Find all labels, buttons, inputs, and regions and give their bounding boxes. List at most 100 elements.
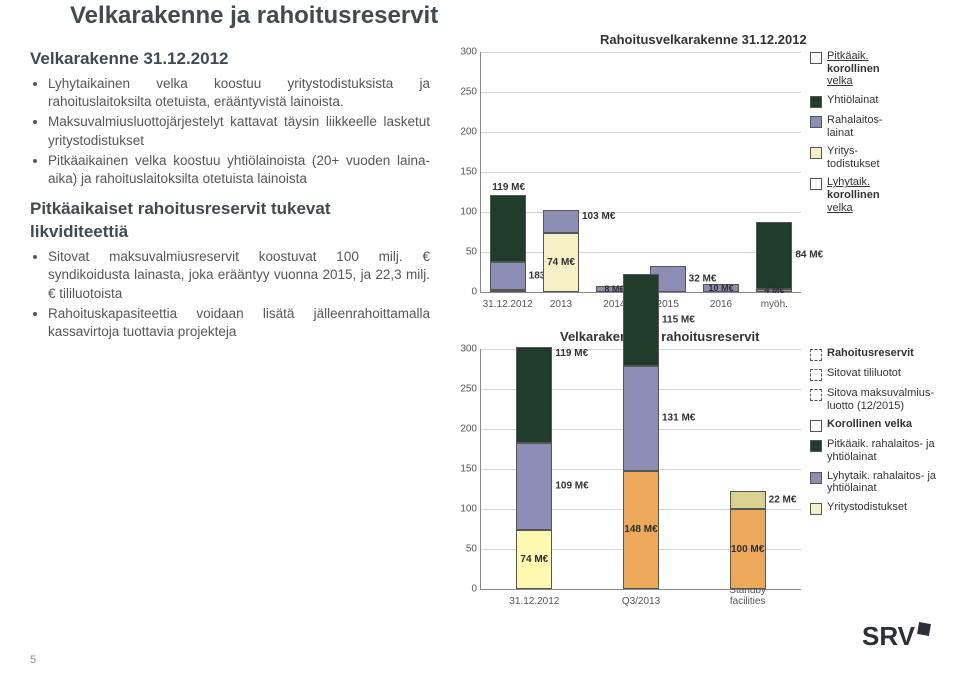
legend-swatch [810,52,822,64]
legend-swatch [810,503,822,515]
list-item: Pitkäaikainen velka koostuu yhtiölainois… [48,152,430,188]
logo-text: SRV [862,621,915,652]
legend-item: Sitova maksuvalmius-luotto (12/2015) [810,387,945,412]
y-tick: 200 [449,424,477,435]
y-tick: 300 [449,47,477,58]
legend-item: Yhtiölainat [810,94,945,108]
bullet-list-2: Sitovat maksuvalmiusreservit koostuvat 1… [30,248,430,341]
legend-label: Sitovat tililuotot [827,367,901,380]
legend-item: Pitkäaik. rahalaitos- jayhtiölainat [810,438,945,463]
list-item: Maksuvalmiusluottojärjestelyt kattavat t… [48,113,430,149]
legend-item: Lyhytaik. rahalaitos- jayhtiölainat [810,470,945,495]
legend-item: Yritys-todistukset [810,145,945,170]
legend-swatch [810,178,822,190]
y-tick: 250 [449,87,477,98]
legend-label: Pitkäaik. rahalaitos- jayhtiölainat [827,438,935,463]
bar-stack: 119 M€183 M€ [490,195,526,292]
bar-stack: 22 M€100 M€ [730,491,766,589]
text-column: Velkarakenne 31.12.2012 Lyhytaikainen ve… [30,48,430,351]
legend-swatch [810,440,822,452]
y-tick: 150 [449,167,477,178]
bar-stack: 103 M€74 M€ [543,210,579,292]
bar-label: 115 M€ [662,314,695,325]
bar-segment: 119 M€ [516,347,552,442]
y-tick: 50 [449,544,477,555]
bar-label: 84 M€ [795,250,823,261]
y-tick: 250 [449,384,477,395]
y-tick: 300 [449,344,477,355]
chart-1-title: Rahoitusvelkarakenne 31.12.2012 [600,32,807,47]
chart-2-title: Velkarakenne ja rahoitusreservit [560,329,759,344]
bar-segment: 103 M€ [543,210,579,233]
bar-label: 131 M€ [662,413,695,424]
chart-2: Velkarakenne ja rahoitusreservit 0501001… [440,327,950,622]
legend-label: Rahalaitos-lainat [827,114,883,139]
legend-item: Sitovat tililuotot [810,367,945,381]
subtitle-2: Pitkäaikaiset rahoitusreservit tukevat l… [30,198,430,244]
y-tick: 100 [449,504,477,515]
chart-1: Rahoitusvelkarakenne 31.12.2012 0 50 100 15… [440,30,950,325]
legend-item: Pitkäaik.korollinenvelka [810,50,945,88]
bar-stack: 84 M€4 M€ [756,222,792,292]
charts-column: Rahoitusvelkarakenne 31.12.2012 05010015… [440,30,950,622]
legend-item: Lyhytaik.korollinenvelka [810,176,945,214]
bar-label: 119 M€ [555,348,588,359]
bar-segment: 10 M€ [703,284,739,292]
chart-1-legend: Pitkäaik.korollinenvelka Yhtiölainat Rahal… [810,50,945,220]
bullet-list-1: Lyhytaikainen velka koostuu yritystodist… [30,75,430,188]
legend-item: Rahalaitos-lainat [810,114,945,139]
bar-stack: 115 M€131 M€148 M€ [623,274,659,589]
logo: SRV [862,621,930,652]
subtitle-1: Velkarakenne 31.12.2012 [30,48,430,71]
legend-label: Rahoitusreservit [827,347,914,360]
bar-segment: 84 M€ [756,222,792,289]
legend-label: Lyhytaik.korollinenvelka [827,176,880,214]
legend-label: Sitova maksuvalmius-luotto (12/2015) [827,387,934,412]
legend-swatch [810,116,822,128]
x-tick: 31.12.2012 [499,596,569,607]
y-tick: 0 [449,584,477,595]
legend-label: Yritys-todistukset [827,145,880,170]
chart-2-legend: Rahoitusreservit Sitovat tililuotot Sitova… [810,347,945,521]
slide-page: Velkarakenne ja rahoitusreservit Velkara… [0,0,960,678]
legend-item: Rahoitusreservit [810,347,945,361]
bar-segment: 100 M€ [730,509,766,589]
list-item: Lyhytaikainen velka koostuu yritystodist… [48,75,430,111]
bar-label: 119 M€ [491,182,527,193]
bar-label: 103 M€ [582,211,615,222]
bar-segment: 148 M€ [623,471,659,589]
legend-swatch [810,349,822,361]
y-tick: 0 [449,287,477,298]
y-tick: 200 [449,127,477,138]
chart-2-plot: 05010015020025030031.12.2012119 M€109 M€… [480,349,801,590]
legend-swatch [810,472,822,484]
bar-segment: 74 M€ [543,233,579,292]
bar-stack: 119 M€109 M€74 M€ [516,347,552,589]
bar-segment: 115 M€ [623,274,659,366]
legend-item: Korollinen velka [810,418,945,432]
legend-swatch [810,147,822,159]
y-tick: 50 [449,247,477,258]
bar-segment: 22 M€ [730,491,766,509]
y-tick: 150 [449,464,477,475]
bar-label: 109 M€ [555,481,588,492]
legend-label: Korollinen velka [827,418,912,431]
list-item: Sitovat maksuvalmiusreservit koostuvat 1… [48,248,430,303]
logo-square-icon [917,622,931,636]
bar-stack: 10 M€ [703,284,739,292]
list-item: Rahoituskapasiteettia voidaan lisätä jäl… [48,305,430,341]
legend-label: Yritystodistukset [827,501,907,514]
legend-item: Yritystodistukset [810,501,945,515]
legend-swatch [810,420,822,432]
bar-segment: 119 M€ [490,195,526,262]
page-number: 5 [30,654,36,666]
legend-label: Pitkäaik.korollinenvelka [827,50,880,88]
bar-segment: 74 M€ [516,530,552,589]
bar-segment: 109 M€ [516,443,552,530]
legend-label: Yhtiölainat [827,94,878,107]
bar-segment [490,290,526,292]
x-tick: Q3/2013 [606,596,676,607]
y-tick: 100 [449,207,477,218]
x-tick: myöh. [739,299,809,310]
bar-segment: 183 M€ [490,262,526,290]
